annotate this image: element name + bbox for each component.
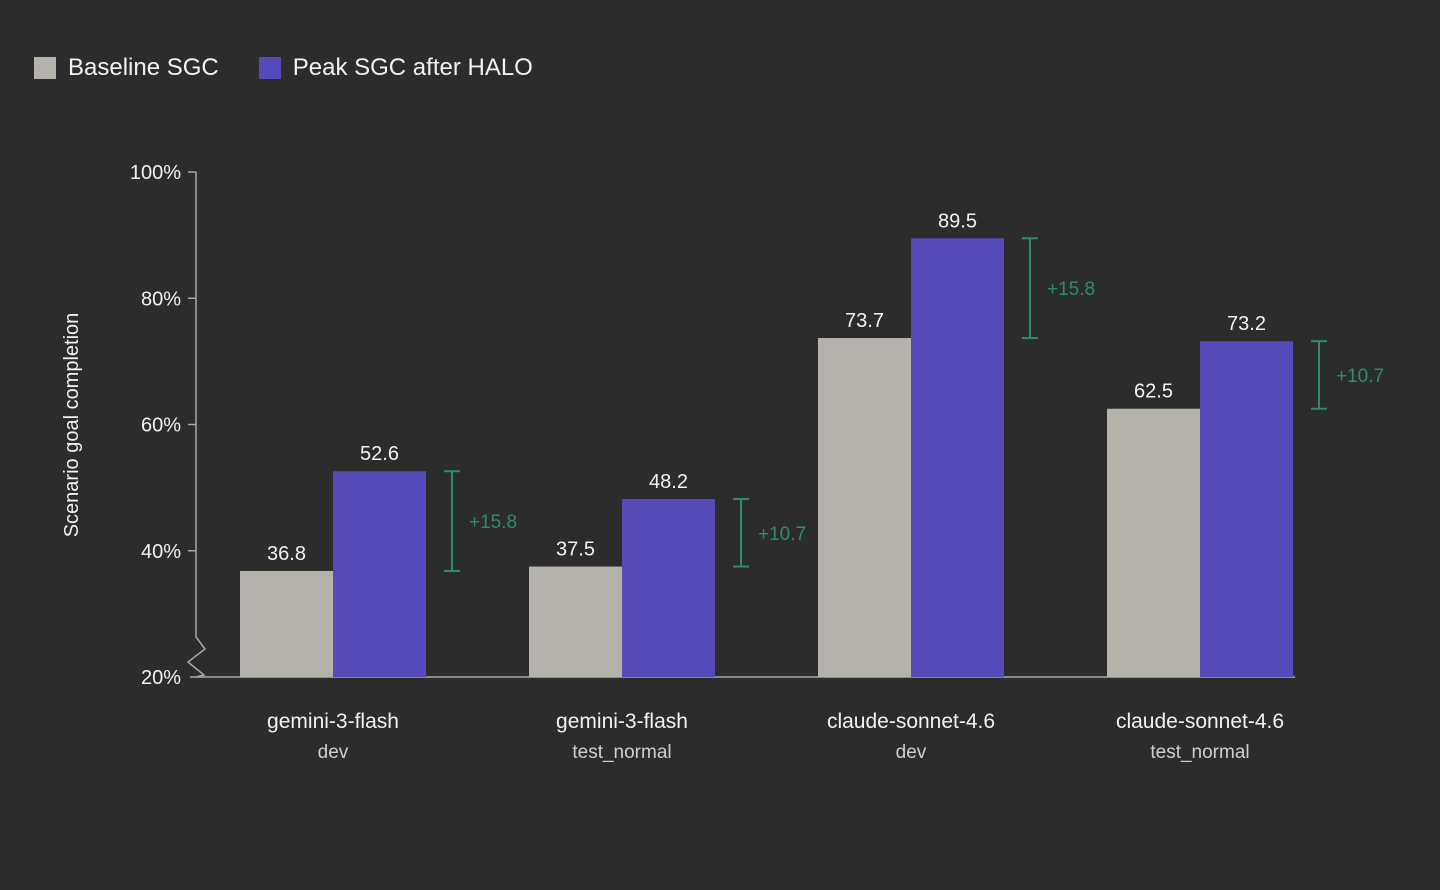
legend-item-baseline: Baseline SGC — [34, 54, 219, 82]
delta-label: +15.8 — [469, 512, 517, 533]
bar-peak — [911, 238, 1004, 677]
delta-label: +10.7 — [1336, 366, 1384, 387]
chart-legend: Baseline SGC Peak SGC after HALO — [34, 54, 533, 82]
x-category-sublabel: dev — [318, 742, 349, 763]
x-category-sublabel: test_normal — [1150, 742, 1249, 763]
y-tick-label: 20% — [141, 667, 181, 689]
y-tick-label: 40% — [141, 541, 181, 563]
bar-baseline — [1107, 408, 1200, 677]
bar-value-label-peak: 89.5 — [938, 210, 977, 232]
x-category-label: gemini-3-flash — [267, 710, 399, 733]
delta-label: +15.8 — [1047, 279, 1095, 300]
legend-swatch-baseline — [34, 57, 56, 79]
y-axis-line — [186, 172, 207, 678]
bar-peak — [1200, 341, 1293, 677]
bar-baseline — [818, 338, 911, 677]
bar-baseline — [240, 570, 333, 677]
x-category-label: claude-sonnet-4.6 — [1116, 710, 1284, 733]
y-axis-title: Scenario goal completion — [61, 313, 83, 538]
y-tick-label: 80% — [141, 288, 181, 310]
bar-value-label-baseline: 36.8 — [267, 543, 306, 565]
bar-value-label-baseline: 73.7 — [845, 310, 884, 332]
bar-value-label-peak: 48.2 — [649, 471, 688, 493]
legend-swatch-peak — [258, 57, 281, 79]
x-category-sublabel: dev — [896, 742, 927, 763]
bar-value-label-baseline: 62.5 — [1134, 381, 1173, 403]
bar-value-label-peak: 73.2 — [1227, 313, 1266, 335]
y-tick-label: 100% — [130, 162, 181, 184]
bar-peak — [622, 498, 715, 677]
x-category-sublabel: test_normal — [572, 742, 671, 763]
bar-value-label-peak: 52.6 — [360, 443, 399, 465]
legend-label-baseline: Baseline SGC — [68, 54, 219, 81]
x-category-label: claude-sonnet-4.6 — [827, 710, 995, 733]
bar-baseline — [529, 566, 622, 677]
y-tick-label: 60% — [141, 415, 181, 437]
delta-label: +10.7 — [758, 524, 806, 545]
legend-item-peak: Peak SGC after HALO — [258, 54, 533, 82]
bar-peak — [333, 471, 426, 677]
bar-value-label-baseline: 37.5 — [556, 539, 595, 561]
x-category-label: gemini-3-flash — [556, 710, 688, 733]
legend-label-peak: Peak SGC after HALO — [292, 54, 533, 81]
